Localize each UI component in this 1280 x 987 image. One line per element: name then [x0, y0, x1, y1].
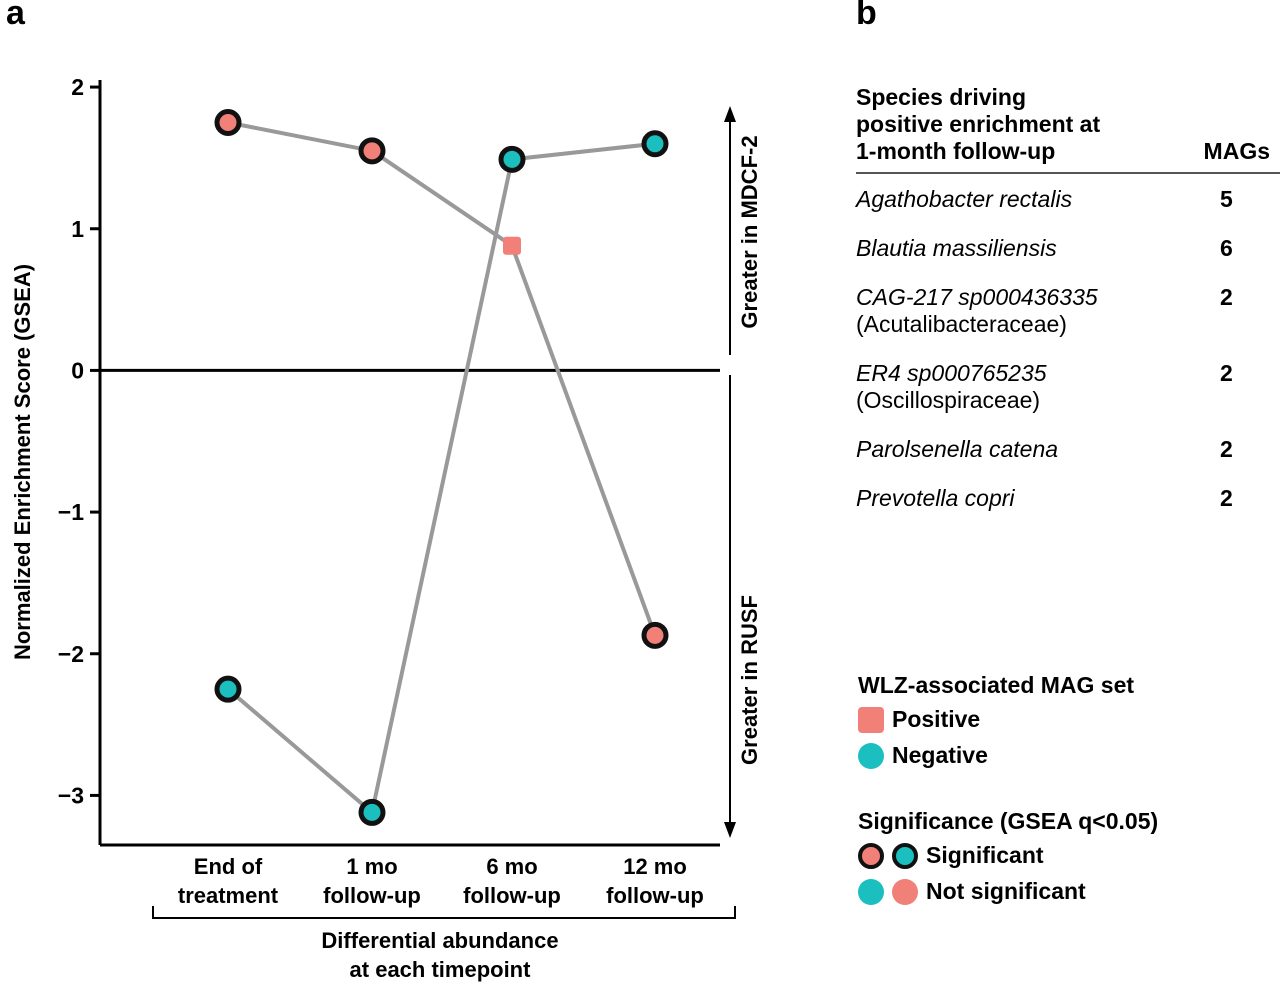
species-name: ER4 sp000765235: [856, 360, 1047, 386]
y-tick-label: 2: [71, 74, 84, 100]
x-tick-label: treatment: [178, 883, 279, 908]
annotation-greater-rusf: Greater in RUSF: [737, 595, 762, 765]
legend-positive-label: Positive: [892, 706, 981, 732]
significant-negative-swatch: [892, 842, 918, 869]
arrow-up-head: [724, 106, 736, 122]
legend-significance-title: Significance (GSEA q<0.05): [858, 808, 1159, 834]
y-tick-label: 1: [71, 216, 84, 242]
y-tick-label: −1: [58, 499, 84, 525]
data-point-negative-significant: [498, 145, 526, 173]
table-header-species-line2: positive enrichment at: [856, 111, 1101, 137]
series-lines: [226, 120, 657, 817]
significant-positive-swatch: [858, 842, 884, 869]
mag-count: 2: [1220, 284, 1233, 310]
species-family: (Acutalibacteraceae): [856, 311, 1067, 337]
table-row: Agathobacter rectalis 5: [856, 186, 1274, 213]
data-point-positive-significant: [641, 621, 669, 649]
data-point-positive-not-significant: [503, 236, 521, 255]
x-tick-label: follow-up: [463, 883, 561, 908]
table-row: ER4 sp000765235 (Oscillospiraceae) 2: [856, 360, 1274, 414]
x-tick-label: End of: [194, 854, 263, 879]
y-tick-label: −2: [58, 641, 84, 667]
table-header-rule: [856, 172, 1280, 174]
legend-significant-label: Significant: [926, 842, 1044, 868]
panel-b-label: b: [856, 0, 877, 32]
table-header-mags: MAGs: [1203, 138, 1270, 164]
mag-count: 6: [1220, 235, 1233, 261]
not-significant-positive-swatch: [892, 878, 918, 905]
x-tick-label: 12 mo: [623, 854, 687, 879]
series-line-negative: [226, 141, 656, 817]
panel-a-label: a: [6, 0, 25, 32]
species-name: CAG-217 sp000436335: [856, 284, 1098, 310]
negative-swatch: [858, 742, 884, 769]
x-tick-label: follow-up: [606, 883, 704, 908]
x-tick-label: 6 mo: [486, 854, 537, 879]
data-point-negative-significant: [214, 675, 242, 703]
y-tick-label: 0: [71, 357, 84, 383]
table-header: Species driving positive enrichment at 1…: [856, 84, 1274, 165]
positive-swatch: [858, 706, 884, 733]
species-name: Prevotella copri: [856, 485, 1015, 511]
arrow-down-head: [724, 822, 736, 838]
x-tick-label: 1 mo: [346, 854, 397, 879]
data-point-positive-significant: [358, 137, 386, 165]
table-header-species-line3: 1-month follow-up: [856, 138, 1056, 164]
chart-axes: [90, 80, 736, 919]
species-family: (Oscillospiraceae): [856, 387, 1041, 413]
mag-count: 2: [1220, 485, 1233, 511]
species-table: Agathobacter rectalis 5 Blautia massilie…: [856, 186, 1274, 534]
mag-count: 2: [1220, 360, 1233, 386]
series-line-positive: [227, 120, 657, 637]
species-name: Blautia massiliensis: [856, 235, 1057, 261]
legend-not-significant-label: Not significant: [926, 878, 1086, 904]
legend-negative-label: Negative: [892, 742, 988, 768]
legend-not-significant: Not significant: [858, 878, 1086, 905]
annotation-greater-mdcf2: Greater in MDCF-2: [737, 135, 762, 328]
data-point-negative-significant: [641, 130, 669, 158]
table-header-species-line1: Species driving: [856, 84, 1027, 110]
x-tick-label: follow-up: [323, 883, 421, 908]
x-axis-label-line2: at each timepoint: [350, 957, 532, 982]
table-row: Prevotella copri 2: [856, 485, 1274, 512]
x-axis-label-line1: Differential abundance: [321, 928, 558, 953]
table-row: Parolsenella catena 2: [856, 436, 1274, 463]
legend-positive: Positive: [858, 706, 980, 733]
species-name: Parolsenella catena: [856, 436, 1059, 462]
series-points: [214, 109, 669, 826]
data-point-negative-significant: [358, 798, 386, 826]
data-point-positive-significant: [214, 109, 242, 136]
table-row: Blautia massiliensis 6: [856, 235, 1274, 262]
mag-count: 5: [1220, 186, 1233, 212]
y-tick-label: −3: [58, 782, 84, 808]
legend-negative: Negative: [858, 742, 988, 769]
panel-b: b Species driving positive enrichment at…: [850, 0, 1280, 987]
mag-count: 2: [1220, 436, 1233, 462]
axis-labels: 2 1 0 −1 −2 −3 End of treatment 1 mo follow-up 6 m…: [58, 74, 704, 908]
legend-mag-set-title: WLZ-associated MAG set: [858, 672, 1135, 698]
enrichment-chart: 2 1 0 −1 −2 −3 End of treatment 1 mo follow-up 6 m…: [10, 74, 762, 982]
table-row: CAG-217 sp000436335 (Acutalibacteraceae)…: [856, 284, 1274, 338]
not-significant-negative-swatch: [858, 878, 884, 905]
x-group-bracket: [152, 906, 736, 919]
table-header-species: Species driving positive enrichment at 1…: [856, 84, 1186, 165]
species-name: Agathobacter rectalis: [856, 186, 1073, 212]
y-axis-label: Normalized Enrichment Score (GSEA): [10, 264, 35, 660]
legend-significant: Significant: [858, 842, 1044, 869]
